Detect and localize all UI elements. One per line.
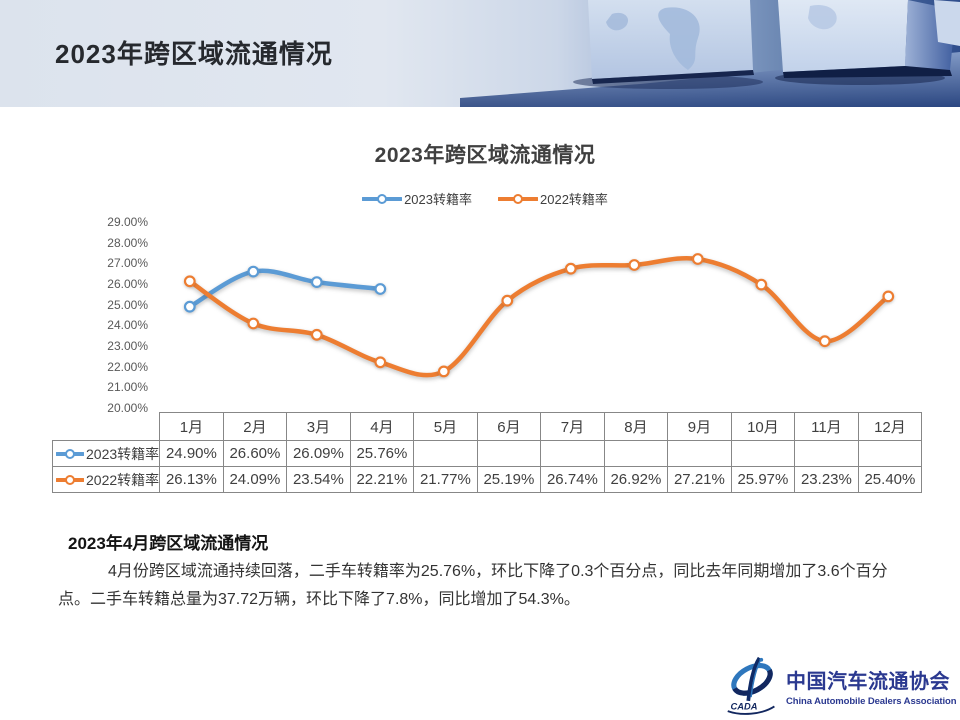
data-point-marker [628, 259, 641, 271]
data-point-marker [501, 294, 514, 307]
value-cell [794, 440, 859, 467]
value-cell [730, 440, 796, 467]
series-label-cell: 2022转籍率 [51, 466, 161, 493]
data-point-marker [374, 283, 387, 295]
value-cell [857, 440, 923, 467]
month-header-cell: 11月 [794, 412, 859, 441]
header-cubes-graphic [0, 0, 960, 107]
summary-paragraph: 4月份跨区域流通持续回落，二手车转籍率为25.76%，环比下降了0.3个百分点，… [58, 563, 888, 608]
series-line-2022转籍率 [187, 255, 891, 378]
y-axis-tick-label: 27.00% [107, 256, 148, 271]
value-cell: 26.92% [603, 466, 669, 493]
data-point-marker [374, 356, 387, 369]
chart-title: 2023年跨区域流通情况 [374, 144, 596, 167]
month-header-cell: 8月 [603, 412, 669, 441]
value-cell: 23.54% [286, 466, 351, 493]
value-cell: 22.21% [349, 466, 415, 493]
y-axis-tick-label: 21.00% [107, 380, 148, 395]
value-cell: 23.23% [794, 466, 859, 493]
data-point-marker [183, 300, 196, 313]
logo-texts: 中国汽车流通协会 China Automobile Dealers Associ… [786, 655, 957, 707]
data-point-marker [247, 317, 260, 330]
legend-label-2022: 2022转籍率 [540, 192, 608, 207]
series-key-icon [56, 474, 84, 485]
data-point-marker [882, 290, 895, 303]
footer-logo: CADA 中国汽车流通协会 China Automobile Dealers A… [724, 655, 957, 715]
month-header-cell: 4月 [349, 412, 415, 441]
month-header-cell: 3月 [286, 412, 351, 441]
month-header-cell: 12月 [857, 412, 923, 441]
legend-item-2022: 2022转籍率 [498, 189, 608, 208]
value-cell: 24.09% [222, 466, 288, 493]
value-cell: 25.97% [730, 466, 796, 493]
month-header-cell: 6月 [476, 412, 542, 441]
page-title: 2023年跨区域流通情况 [55, 39, 333, 69]
org-name-cn: 中国汽车流通协会 [786, 671, 950, 693]
table-corner [53, 413, 160, 441]
value-cell: 26.09% [286, 440, 351, 467]
series-key-icon [56, 448, 84, 459]
data-point-marker [183, 275, 196, 288]
value-cell [667, 440, 732, 467]
y-axis-tick-label: 22.00% [107, 359, 148, 374]
cada-abbr-text: CADA [731, 701, 758, 711]
y-axis-tick-label: 25.00% [107, 297, 148, 312]
value-cell: 25.76% [349, 440, 415, 467]
value-cell [603, 440, 669, 467]
data-point-marker [310, 328, 323, 341]
data-point-marker [564, 262, 577, 275]
value-cell [476, 440, 542, 467]
month-header-cell: 7月 [540, 412, 605, 441]
data-point-marker [437, 365, 450, 378]
month-header-cell: 10月 [730, 412, 796, 441]
data-point-marker [818, 335, 831, 348]
y-axis-tick-label: 20.00% [107, 401, 148, 415]
cada-logo-icon: CADA [727, 656, 775, 715]
value-cell [540, 440, 605, 467]
data-point-marker [310, 276, 323, 289]
value-cell: 25.40% [857, 466, 923, 493]
series-label: 2022转籍率 [86, 471, 160, 488]
value-cell: 25.19% [476, 466, 542, 493]
chart-legend: 2023转籍率 2022转籍率 [50, 189, 920, 208]
data-point-marker [755, 278, 768, 291]
legend-label-2023: 2023转籍率 [404, 192, 472, 207]
value-cell: 26.13% [159, 466, 224, 493]
legend-key-2022-icon [498, 193, 538, 204]
slide-header: 2023年跨区域流通情况 [0, 0, 960, 107]
summary-title: 2023年4月跨区域流通情况 [68, 534, 269, 553]
y-axis-tick-label: 24.00% [107, 318, 148, 333]
month-header-cell: 9月 [667, 412, 732, 441]
legend-key-2023-icon [362, 193, 403, 204]
series-line-2023转籍率 [187, 268, 383, 309]
value-cell: 27.21% [667, 466, 732, 493]
month-header-cell: 2月 [222, 412, 288, 441]
y-axis-tick-label: 29.00% [107, 215, 148, 229]
y-axis-tick-label: 28.00% [107, 235, 148, 250]
value-cell: 24.90% [159, 440, 224, 467]
series-label: 2023转籍率 [86, 445, 160, 462]
series-label-cell: 2023转籍率 [51, 440, 161, 467]
value-cell: 26.74% [540, 466, 605, 493]
month-header-cell: 1月 [159, 412, 224, 441]
data-point-marker [691, 253, 704, 265]
legend-item-2023: 2023转籍率 [362, 189, 472, 208]
value-cell [413, 440, 478, 467]
y-axis-tick-label: 26.00% [107, 277, 148, 291]
value-cell: 21.77% [413, 466, 478, 493]
month-header-cell: 5月 [413, 412, 478, 441]
org-name-en: China Automobile Dealers Association [786, 696, 957, 707]
value-cell: 26.60% [222, 440, 288, 467]
data-point-marker [247, 265, 260, 278]
y-axis-tick-label: 23.00% [107, 339, 148, 353]
chart-data-table: 1月 2月 3月 4月 5月 6月 7月 8月 9月 10月 11月 12月 2023转籍率 24.90%… [51, 412, 923, 493]
